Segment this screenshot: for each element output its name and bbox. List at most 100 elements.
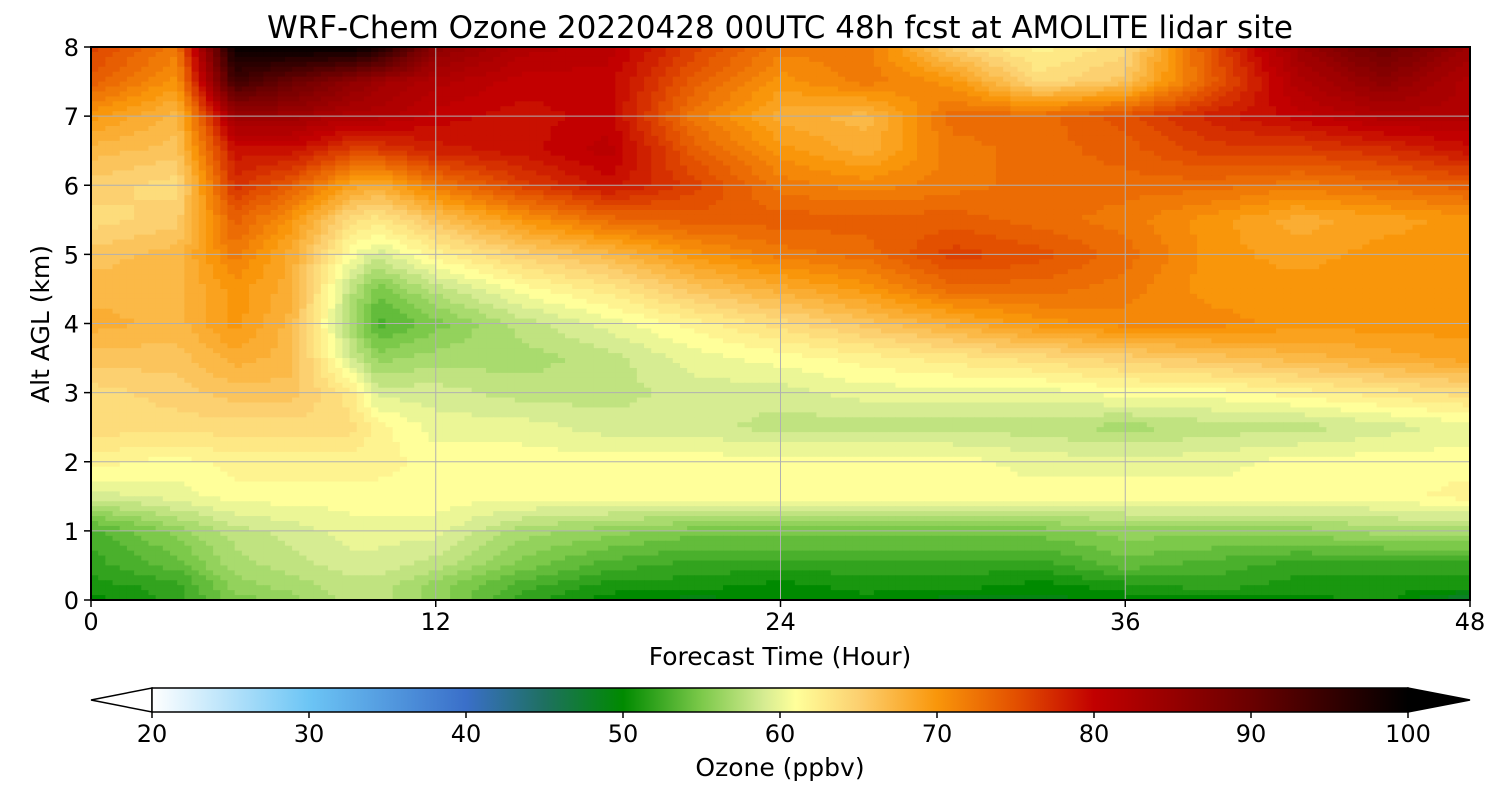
ozone-cell <box>536 52 544 58</box>
ozone-cell <box>737 52 745 58</box>
ozone-cell <box>974 156 982 162</box>
ozone-cell <box>1369 72 1377 78</box>
ozone-cell <box>1190 96 1198 102</box>
ozone-cell <box>1082 131 1090 137</box>
ozone-cell <box>292 146 300 152</box>
ozone-cell <box>414 101 422 107</box>
ozone-cell <box>206 126 214 132</box>
ozone-cell <box>134 146 142 152</box>
ozone-cell <box>694 166 702 172</box>
ozone-cell <box>522 62 530 68</box>
ozone-cell <box>1398 126 1406 132</box>
ozone-cell <box>493 161 501 167</box>
ozone-cell <box>1140 126 1148 132</box>
ozone-cell <box>608 151 616 157</box>
ozone-cell <box>694 67 702 73</box>
ozone-cell <box>1362 121 1370 127</box>
ozone-cell <box>1089 166 1097 172</box>
ozone-cell <box>917 121 925 127</box>
ozone-cell <box>1319 67 1327 73</box>
ozone-cell <box>493 87 501 93</box>
ozone-cell <box>701 62 709 68</box>
ozone-cell <box>278 57 286 63</box>
ozone-cell <box>565 170 573 176</box>
ozone-cell <box>824 146 832 152</box>
ozone-cell <box>1219 156 1227 162</box>
ozone-cell <box>529 116 537 122</box>
ozone-cell <box>587 96 595 102</box>
ozone-cell <box>673 62 681 68</box>
ozone-cell <box>960 67 968 73</box>
ozone-cell <box>917 131 925 137</box>
ozone-cell <box>1226 101 1234 107</box>
ozone-cell <box>745 52 753 58</box>
ozone-cell <box>953 101 961 107</box>
ozone-cell <box>235 106 243 112</box>
ozone-cell <box>1226 106 1234 112</box>
ozone-cell <box>314 52 322 58</box>
ozone-cell <box>781 121 789 127</box>
ozone-cell <box>637 72 645 78</box>
ozone-cell <box>1097 141 1105 147</box>
ozone-cell <box>709 101 717 107</box>
ozone-cell <box>1118 91 1126 97</box>
ozone-cell <box>1226 77 1234 83</box>
ozone-cell <box>1283 72 1291 78</box>
ozone-cell <box>802 161 810 167</box>
ozone-cell <box>1140 72 1148 78</box>
ozone-cell <box>1190 91 1198 97</box>
ozone-cell <box>1369 62 1377 68</box>
ozone-cell <box>321 121 329 127</box>
ozone-cell <box>1312 62 1320 68</box>
ozone-cell <box>637 146 645 152</box>
ozone-cell <box>687 57 695 63</box>
ozone-cell <box>522 166 530 172</box>
ozone-cell <box>687 156 695 162</box>
ozone-cell <box>314 77 322 83</box>
ozone-cell <box>543 82 551 88</box>
ozone-cell <box>1427 101 1435 107</box>
ozone-cell <box>759 106 767 112</box>
ozone-cell <box>1384 116 1392 122</box>
ozone-cell <box>1089 131 1097 137</box>
ozone-cell <box>479 67 487 73</box>
ozone-cell <box>630 52 638 58</box>
ozone-cell <box>1312 166 1320 172</box>
ozone-cell <box>328 121 336 127</box>
ozone-cell <box>1068 67 1076 73</box>
ozone-cell <box>860 170 868 176</box>
ozone-cell <box>192 87 200 93</box>
ozone-cell <box>1190 161 1198 167</box>
ozone-cell <box>701 87 709 93</box>
ozone-cell <box>867 151 875 157</box>
ozone-cell <box>594 52 602 58</box>
ozone-cell <box>565 161 573 167</box>
ozone-cell <box>687 136 695 142</box>
ozone-cell <box>1283 91 1291 97</box>
ozone-cell <box>220 170 228 176</box>
ozone-cell <box>946 126 954 132</box>
ozone-cell <box>960 101 968 107</box>
ozone-cell <box>457 72 465 78</box>
ozone-cell <box>594 62 602 68</box>
ozone-cell <box>687 77 695 83</box>
ozone-cell <box>982 170 990 176</box>
ozone-cell <box>737 57 745 63</box>
ozone-cell <box>838 72 846 78</box>
ozone-cell <box>1183 156 1191 162</box>
ozone-cell <box>1441 166 1449 172</box>
ozone-cell <box>1183 91 1191 97</box>
ozone-cell <box>637 87 645 93</box>
ozone-cell <box>421 106 429 112</box>
ozone-cell <box>1427 116 1435 122</box>
ozone-cell <box>120 116 128 122</box>
ozone-cell <box>1068 87 1076 93</box>
ozone-cell <box>967 77 975 83</box>
ozone-cell <box>536 170 544 176</box>
ozone-cell <box>1025 106 1033 112</box>
ozone-cell <box>982 131 990 137</box>
ozone-cell <box>1003 52 1011 58</box>
ozone-cell <box>658 67 666 73</box>
ozone-cell <box>931 126 939 132</box>
ozone-cell <box>457 82 465 88</box>
